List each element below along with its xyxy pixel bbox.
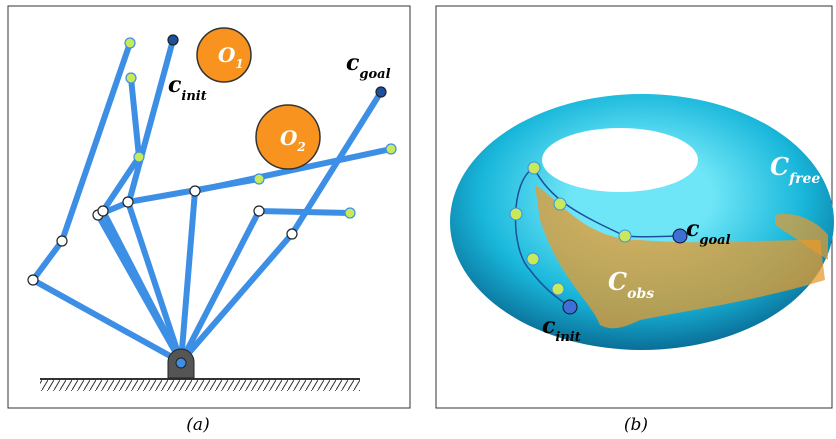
- caption: (a): [186, 415, 209, 435]
- obstacle-label: O1: [218, 43, 244, 71]
- init-node: [562, 299, 578, 315]
- obs-label: Cobs: [608, 267, 654, 302]
- label-part: O: [280, 126, 298, 150]
- label-part: obs: [627, 286, 654, 302]
- label-part: C: [608, 267, 627, 296]
- goal-node: [672, 228, 688, 244]
- label-part: 1: [235, 57, 243, 71]
- obstacle-label: O2: [280, 126, 306, 154]
- label-part: 2: [296, 140, 305, 154]
- label-part: c: [542, 313, 556, 339]
- label-part: init: [555, 330, 580, 345]
- robot-arms: [28, 37, 394, 365]
- label-part: free: [788, 171, 820, 187]
- path: [514, 167, 681, 308]
- label-part: c: [346, 50, 360, 76]
- label-part: init: [181, 89, 206, 104]
- init-label: cinit: [542, 313, 581, 345]
- label-part: O: [218, 43, 236, 67]
- obstacle: [196, 27, 252, 83]
- label-part: goal: [699, 233, 730, 248]
- joints: [27, 34, 397, 286]
- ground: [40, 379, 360, 391]
- label-part: goal: [359, 67, 390, 82]
- base-joint: [175, 357, 187, 369]
- label-part: C: [770, 152, 789, 181]
- path-nodes: [509, 161, 632, 296]
- panel-a-frame: [7, 5, 411, 409]
- init-label: cinit: [168, 72, 207, 104]
- label-part: c: [168, 72, 182, 98]
- obstacle-region: [775, 214, 828, 260]
- free-label: Cfree: [770, 152, 820, 187]
- label-part: c: [686, 216, 700, 242]
- obstacle: [255, 104, 321, 170]
- goal-label: cgoal: [686, 216, 731, 248]
- obstacle-region: [535, 185, 825, 329]
- goal-label: cgoal: [346, 50, 391, 82]
- torus-hole: [542, 128, 698, 192]
- caption: (b): [624, 415, 648, 435]
